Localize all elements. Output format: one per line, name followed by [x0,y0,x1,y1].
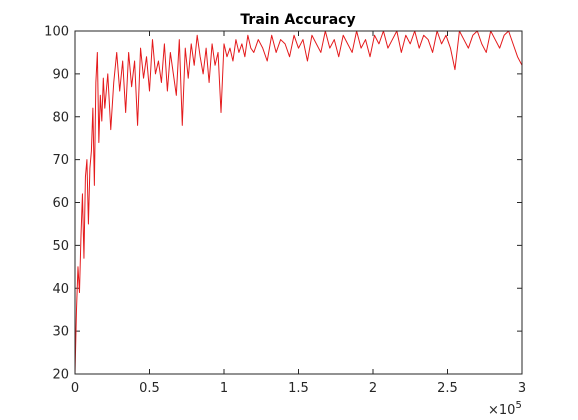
y-tick-label: 60 [52,196,69,211]
y-tick-label: 100 [44,25,69,40]
y-tick-label: 30 [52,325,69,340]
y-tick-label: 50 [52,239,69,254]
y-tick-label: 90 [52,67,69,82]
series-line [74,30,523,375]
chart-title: Train Accuracy [240,12,355,28]
x-tick-label: 1.5 [288,381,309,396]
x-tick-label: 0 [71,381,79,396]
x-axis-ticks: 0 0.5 1 1.5 2 2.5 3 [71,31,526,396]
y-tick-label: 70 [52,153,69,168]
x-tick-label: 0.5 [139,381,160,396]
x-exponent-label: ×105 [488,400,522,418]
y-tick-label: 20 [52,368,69,383]
y-tick-label: 80 [52,110,69,125]
x-tick-label: 2 [369,381,377,396]
series-group [74,30,523,375]
axes-box [74,30,523,375]
y-tick-label: 40 [52,282,69,297]
x-tick-label: 1 [220,381,228,396]
y-axis-ticks: 20 30 40 50 60 70 80 90 100 [44,25,522,383]
x-tick-label: 2.5 [437,381,458,396]
x-tick-label: 3 [518,381,526,396]
